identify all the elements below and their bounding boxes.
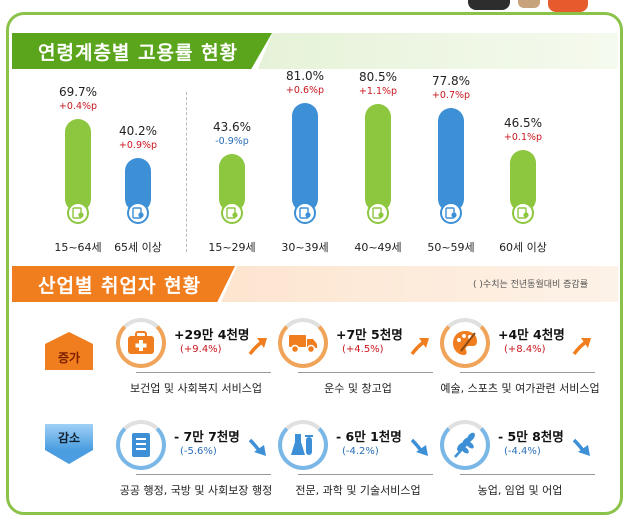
decrease-percent: (-4.4%) xyxy=(504,446,541,457)
arrow-down-icon xyxy=(572,438,590,456)
increase-amount: +29만 4천명 xyxy=(174,327,250,342)
decoration-top xyxy=(518,0,540,8)
industry-item-agriculture: - 5만 8천명 (-4.4%) 농업, 임업 및 어업 xyxy=(440,420,600,500)
industry-name: 보건업 및 사회복지 서비스업 xyxy=(130,382,262,395)
decrease-amount: - 7만 7천명 xyxy=(174,429,240,444)
industry-name: 공공 행정, 국방 및 사회보장 행정 xyxy=(119,484,273,497)
arrow-up-icon xyxy=(410,338,429,356)
group-divider xyxy=(186,92,187,252)
section-header-age: 연령계층별 고용률 현황 xyxy=(12,33,618,69)
industry-item-arts: +4만 4천명 (+8.4%) 예술, 스포츠 및 여가관련 서비스업 xyxy=(440,318,600,398)
decrease-amount: - 5만 8천명 xyxy=(498,429,564,444)
change-note: ( )수치는 전년동월대비 증감률 xyxy=(473,280,588,290)
palette-icon xyxy=(440,318,490,368)
industry-item-transport: +7만 5천명 (+4.5%) 운수 및 창고업 xyxy=(278,318,438,398)
decoration-top xyxy=(548,0,588,12)
section-header-industry: 산업별 취업자 현황 ( )수치는 전년동월대비 증감률 xyxy=(12,266,618,302)
wheat-icon xyxy=(440,420,490,470)
arrow-down-icon xyxy=(248,438,266,456)
truck-icon xyxy=(278,318,328,368)
industry-item-science: - 6만 1천명 (-4.2%) 전문, 과학 및 기술서비스업 xyxy=(278,420,438,500)
industry-name: 예술, 스포츠 및 여가관련 서비스업 xyxy=(440,382,600,395)
arrow-up-icon xyxy=(248,338,267,356)
increase-amount: +7만 5천명 xyxy=(336,327,403,342)
industry-name: 농업, 임업 및 어업 xyxy=(477,484,563,497)
arrow-down-icon xyxy=(410,438,428,456)
increase-percent: (+8.4%) xyxy=(504,344,546,355)
document-icon xyxy=(116,420,166,470)
decoration-top xyxy=(468,0,510,10)
decrease-label: 감소 xyxy=(45,424,93,450)
increase-tag: 증가 xyxy=(45,332,93,370)
decrease-tag: 감소 xyxy=(45,424,93,464)
industry-name: 운수 및 창고업 xyxy=(324,382,392,395)
arrow-up-icon xyxy=(572,338,591,356)
increase-amount: +4만 4천명 xyxy=(498,327,565,342)
industry-item-public-admin: - 7만 7천명 (-5.6%) 공공 행정, 국방 및 사회보장 행정 xyxy=(116,420,276,500)
decrease-percent: (-4.2%) xyxy=(342,446,379,457)
industry-item-health: +29만 4천명 (+9.4%) 보건업 및 사회복지 서비스업 xyxy=(116,318,276,398)
section-title-industry: 산업별 취업자 현황 xyxy=(12,266,236,302)
decrease-percent: (-5.6%) xyxy=(180,446,217,457)
industry-name: 전문, 과학 및 기술서비스업 xyxy=(295,484,421,497)
flask-icon xyxy=(278,420,328,470)
medical-kit-icon xyxy=(116,318,166,368)
section-title-age: 연령계층별 고용률 현황 xyxy=(12,33,273,69)
increase-percent: (+9.4%) xyxy=(180,344,222,355)
increase-label: 증가 xyxy=(45,344,93,370)
increase-percent: (+4.5%) xyxy=(342,344,384,355)
decrease-amount: - 6만 1천명 xyxy=(336,429,402,444)
